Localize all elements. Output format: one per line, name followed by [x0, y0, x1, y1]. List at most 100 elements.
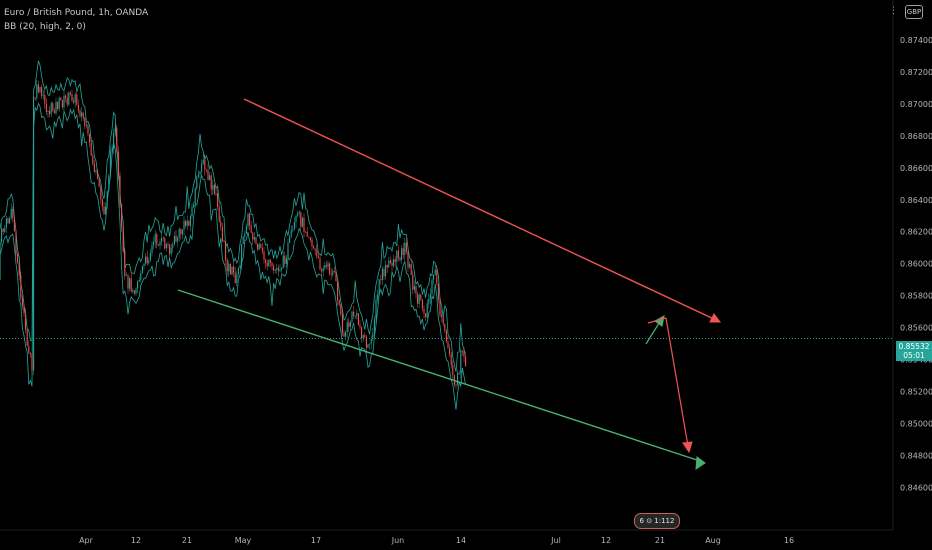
candle-body [180, 229, 182, 235]
candle-body [121, 203, 123, 228]
candle-body [213, 184, 215, 194]
candle-body [39, 87, 41, 93]
candle-body [394, 259, 396, 263]
candle-body [159, 241, 161, 246]
candle-body [212, 184, 214, 190]
vertical-ellipsis-icon[interactable]: ⋮ [889, 6, 898, 16]
candle-body [153, 241, 155, 246]
candle-body [209, 175, 211, 180]
x-tick-label: Apr [79, 536, 94, 545]
y-tick-label: 0.86400 [900, 196, 932, 205]
candle-body [311, 239, 313, 247]
candle-body [169, 244, 171, 254]
candle-body [23, 305, 25, 314]
candle-body [442, 317, 444, 324]
candle-body [290, 230, 292, 237]
candle-body [117, 151, 119, 176]
candle-body [154, 234, 156, 242]
candle-body [193, 204, 195, 207]
candle-body [122, 227, 124, 251]
candle-body [425, 313, 427, 318]
candle-body [377, 294, 379, 300]
candle-body [338, 300, 340, 305]
symbol-title[interactable]: Euro / British Pound, 1h, OANDA [4, 8, 149, 18]
candle-body [52, 103, 54, 111]
candle-body [265, 259, 267, 263]
y-tick-label: 0.85000 [900, 419, 932, 428]
candle-body [202, 159, 204, 164]
x-tick-label: 21 [655, 536, 665, 545]
lower-trendline[interactable] [177, 289, 701, 462]
candle-body [268, 259, 270, 267]
bar-countdown: 05:01 [903, 351, 925, 360]
candle-body [205, 169, 207, 171]
candle-body [49, 110, 51, 115]
candle-body [89, 133, 91, 143]
candle-body [409, 264, 411, 268]
indicator-label[interactable]: BB (20, high, 2, 0) [4, 22, 86, 32]
candle-body [333, 271, 335, 272]
candle-body [229, 263, 231, 275]
price-axis[interactable]: 0.87400 0.87200 0.87000 0.86800 0.86600 0.864… [892, 0, 932, 530]
candle-body [250, 225, 252, 233]
candle-body [196, 176, 198, 189]
candle-body [345, 331, 347, 337]
candle-body [252, 232, 254, 240]
candle-body [405, 242, 407, 252]
candle-body [301, 217, 303, 227]
upper-trendline[interactable] [243, 98, 717, 321]
candle-body [100, 186, 102, 200]
candle-body [0, 241, 1, 280]
time-axis[interactable]: Apr 12 21 May 17 Jun 14 Jul 12 21 Aug 16 [0, 529, 893, 545]
candle-body [375, 299, 377, 320]
candle-body [188, 221, 190, 226]
candle-body [373, 319, 375, 334]
candle-body [113, 133, 115, 149]
candle-body [429, 293, 431, 299]
candle-body [349, 321, 351, 327]
currency-button[interactable]: GBP [905, 5, 923, 19]
candle-body [186, 221, 188, 226]
candle-body [18, 262, 20, 276]
candle-body [225, 241, 227, 261]
candle-body [460, 350, 462, 374]
candle-body [13, 217, 15, 232]
candle-body [9, 218, 11, 224]
candle-body [453, 374, 455, 385]
candle-body [431, 279, 433, 294]
plot-area[interactable] [0, 60, 893, 470]
bearish-path-drop[interactable] [665, 317, 689, 447]
x-tick-label: 17 [311, 536, 321, 545]
candle-body [181, 229, 183, 235]
y-tick-label: 0.87000 [900, 100, 932, 109]
y-tick-label: 0.86000 [900, 260, 932, 269]
candle-body [125, 275, 127, 277]
candle-body [386, 264, 388, 268]
candle-body [244, 233, 246, 237]
y-tick-label: 0.86800 [900, 132, 932, 141]
drawing-layer[interactable] [177, 98, 721, 470]
candle-body [359, 324, 361, 327]
candle-body [197, 174, 199, 177]
candle-body [50, 103, 52, 115]
replay-badge[interactable]: 6 ⊙ 1:112 [634, 513, 680, 529]
candle-body [33, 97, 35, 371]
candle-body [258, 244, 260, 250]
candle-body [77, 104, 79, 111]
last-price-value: 0.85532 [898, 342, 930, 351]
candle-body [172, 244, 174, 248]
candle-body [161, 237, 163, 242]
lower-trendline-arrowhead [695, 456, 706, 470]
candle-body [415, 286, 417, 295]
candle-body [401, 248, 403, 260]
candle-body [410, 264, 412, 275]
bearish-path-segment[interactable] [647, 317, 667, 324]
candle-body [87, 125, 89, 134]
candle-body [114, 127, 116, 134]
candle-body [316, 250, 318, 257]
candle-body [73, 100, 75, 103]
candle-body [63, 95, 65, 108]
y-tick-label: 0.86600 [900, 164, 932, 173]
candle-body [465, 356, 467, 367]
